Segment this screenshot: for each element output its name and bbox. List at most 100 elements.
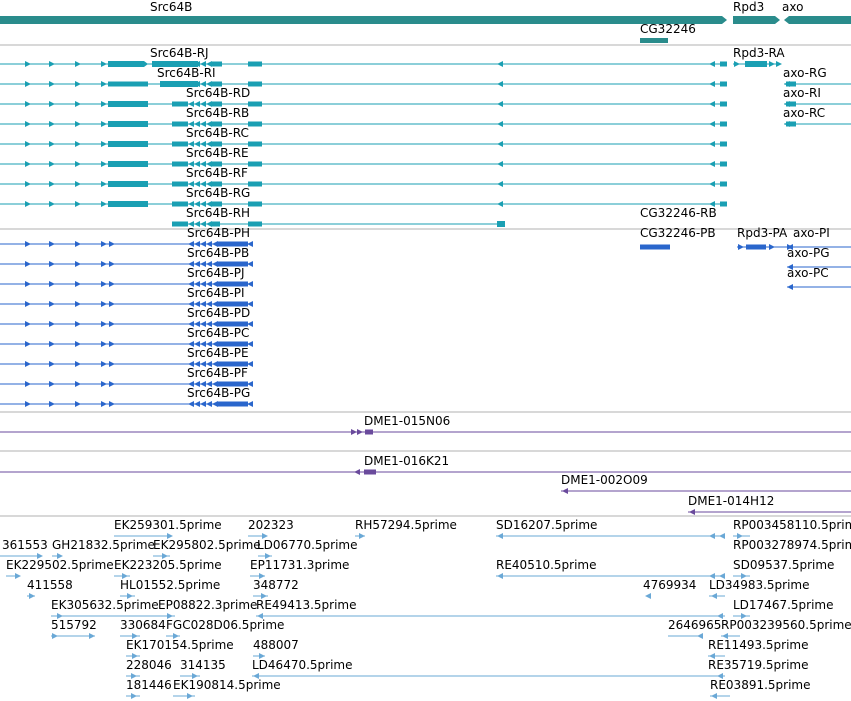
transcript-label: Src64B-RE <box>186 146 249 160</box>
strand-arrow-left <box>247 261 253 267</box>
strand-arrow-right <box>131 673 137 679</box>
strand-arrow-left <box>212 401 218 407</box>
exon-block <box>218 381 248 387</box>
exon-block <box>248 101 262 107</box>
strand-arrow-left <box>645 593 651 599</box>
strand-arrow-left <box>212 261 218 267</box>
strand-arrow-right <box>75 261 81 267</box>
strand-arrow-right <box>357 429 363 435</box>
strand-arrow-right <box>49 201 55 207</box>
strand-arrow-left <box>206 341 212 347</box>
strand-arrow-left <box>194 321 200 327</box>
strand-arrow-right <box>101 101 107 107</box>
exon-block <box>720 81 727 87</box>
strand-arrow-right <box>49 241 55 247</box>
strand-arrow-right <box>173 633 179 639</box>
exon-block <box>172 121 188 127</box>
strand-arrow-left <box>188 221 194 227</box>
strand-arrow-left <box>709 573 715 579</box>
transcript-label: Src64B-RB <box>186 106 250 120</box>
strand-arrow-right <box>734 61 740 67</box>
strand-arrow-right <box>25 241 31 247</box>
strand-arrow-left <box>194 241 200 247</box>
strand-arrow-left <box>247 281 253 287</box>
strand-arrow-left <box>200 201 206 207</box>
exon-block <box>720 201 727 207</box>
exon-block <box>172 141 188 147</box>
strand-arrow-right <box>101 141 107 147</box>
est-label: FGC028D06.5prime <box>166 618 285 632</box>
strand-arrow-right <box>101 281 107 287</box>
exon-block <box>640 244 670 250</box>
exon-block <box>212 161 222 167</box>
strand-arrow-left <box>212 361 218 367</box>
strand-arrow-left <box>200 141 206 147</box>
protein-label: Src64B-PG <box>187 386 251 400</box>
exon-block <box>720 141 727 147</box>
strand-arrow-right <box>127 593 133 599</box>
strand-arrow-left <box>689 509 695 515</box>
strand-arrow-left <box>194 61 200 67</box>
strand-arrow-right <box>75 381 81 387</box>
est-label: EK223205.5prime <box>114 558 222 572</box>
strand-arrow-right <box>351 429 357 435</box>
exon-block <box>720 181 727 187</box>
strand-arrow-left <box>206 101 212 107</box>
strand-arrow-right <box>75 341 81 347</box>
strand-arrow-left <box>194 281 200 287</box>
exon-block <box>108 201 148 207</box>
gene-bar <box>784 16 851 24</box>
strand-arrow-right <box>101 61 107 67</box>
strand-arrow-right <box>769 244 775 250</box>
strand-arrow-right <box>259 653 265 659</box>
est-label: 2646965 <box>668 618 722 632</box>
strand-arrow-left <box>247 241 253 247</box>
transcript-label: axo-RG <box>783 66 827 80</box>
strand-arrow-left <box>497 201 503 207</box>
est-label: HL01552.5prime <box>120 578 221 592</box>
exon-block <box>212 121 222 127</box>
protein-label: Src64B-PB <box>187 246 250 260</box>
strand-arrow-left <box>206 401 212 407</box>
strand-arrow-left <box>194 161 200 167</box>
strand-arrow-right <box>25 361 31 367</box>
strand-arrow-right <box>49 341 55 347</box>
strand-arrow-left <box>194 301 200 307</box>
est-label: 348772 <box>253 578 299 592</box>
strand-arrow-left <box>722 633 728 639</box>
est-label: SD16207.5prime <box>496 518 598 532</box>
exon-block <box>212 181 222 187</box>
est-label: RP003278974.5prime <box>733 538 851 552</box>
strand-arrow-right <box>131 693 137 699</box>
strand-arrow-left <box>711 693 717 699</box>
exon-block <box>248 181 262 187</box>
exon-block <box>218 281 248 287</box>
strand-arrow-right <box>101 261 107 267</box>
est-label: RE49413.5prime <box>256 598 357 612</box>
strand-arrow-right <box>75 361 81 367</box>
strand-arrow-left <box>497 161 503 167</box>
strand-arrow-right <box>75 61 81 67</box>
exon-block <box>248 121 262 127</box>
strand-arrow-right <box>109 301 115 307</box>
exon-block <box>212 221 220 227</box>
exon-block <box>720 161 727 167</box>
strand-arrow-left <box>188 381 194 387</box>
exon-block <box>108 81 148 87</box>
exon-block <box>108 101 148 107</box>
strand-arrow-left <box>497 121 503 127</box>
strand-arrow-right <box>49 81 55 87</box>
transcript-label: Rpd3-RA <box>733 46 785 60</box>
strand-arrow-right <box>49 141 55 147</box>
strand-arrow-right <box>25 341 31 347</box>
est-label: 361553 <box>2 538 48 552</box>
strand-arrow-left <box>188 121 194 127</box>
strand-arrow-left <box>247 321 253 327</box>
exon-block <box>786 81 796 87</box>
strand-arrow-right <box>259 573 265 579</box>
clone-label: DME1-002O09 <box>561 473 648 487</box>
est-label: EK170154.5prime <box>126 638 234 652</box>
strand-arrow-left <box>709 533 715 539</box>
exon-block <box>248 161 262 167</box>
